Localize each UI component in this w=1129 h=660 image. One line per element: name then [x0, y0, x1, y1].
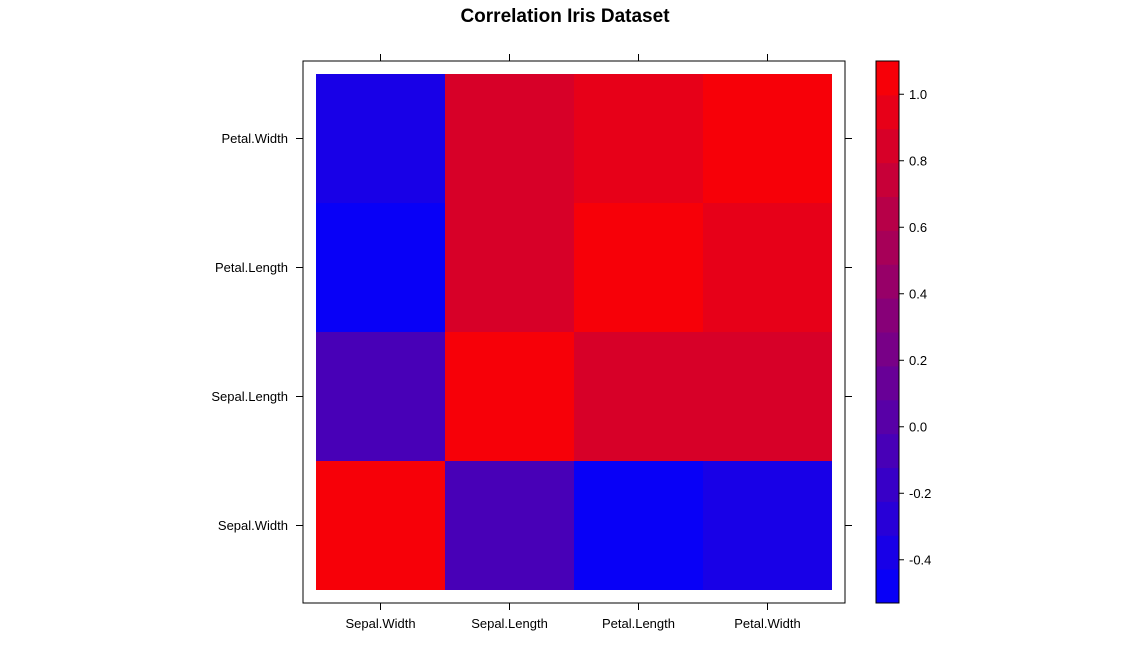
x-axis: Sepal.Width Sepal.Length Petal.Length Petal…: [345, 54, 801, 631]
x-tick-label: Petal.Width: [734, 616, 800, 631]
plot-frame: [302, 60, 846, 604]
heatmap-cell-petal-width-petal-width: [703, 74, 832, 203]
colorbar-band: [876, 162, 899, 197]
heatmap-cell-sepal-width-petal-width: [703, 461, 832, 590]
colorbar-tick-label: -0.2: [909, 486, 931, 501]
colorbar-band: [876, 196, 899, 231]
y-tick-label: Sepal.Length: [211, 389, 288, 404]
heatmap-cell-petal-width-petal-length: [574, 74, 703, 203]
y-tick-label: Sepal.Width: [218, 518, 288, 533]
x-tick-label: Petal.Length: [602, 616, 675, 631]
colorbar-band: [876, 128, 899, 164]
colorbar-band: [876, 264, 899, 299]
heatmap-cell-sepal-length-petal-width: [703, 332, 832, 461]
y-tick-label: Petal.Length: [215, 260, 288, 275]
colorbar-band: [876, 230, 899, 265]
colorbar-frame: [875, 60, 900, 604]
heatmap-cell-sepal-length-sepal-width: [316, 332, 445, 461]
heatmap-cell-sepal-width-petal-length: [574, 461, 703, 590]
heatmap-cell-petal-width-sepal-length: [445, 74, 574, 203]
colorbar-band: [876, 399, 899, 435]
colorbar-band: [876, 94, 899, 130]
heatmap-cells: [316, 74, 832, 590]
colorbar-tick-label: 0.0: [909, 419, 927, 434]
colorbar-band: [876, 298, 899, 333]
colorbar-band: [876, 501, 899, 536]
heatmap-cell-petal-length-sepal-width: [316, 203, 445, 332]
heatmap-cell-sepal-width-sepal-length: [445, 461, 574, 590]
colorbar-band: [876, 467, 899, 502]
chart-title: Correlation Iris Dataset: [460, 6, 670, 27]
heatmap-cell-petal-width-sepal-width: [316, 74, 445, 203]
heatmap-cell-petal-length-sepal-length: [445, 203, 574, 332]
colorbar-tick-label: 0.2: [909, 353, 927, 368]
colorbar-band: [876, 433, 899, 468]
colorbar-tick-label: 0.4: [909, 286, 927, 301]
colorbar-tick-label: 1.0: [909, 87, 927, 102]
colorbar-band: [876, 332, 899, 367]
heatmap-cell-sepal-length-sepal-length: [445, 332, 574, 461]
x-tick-label: Sepal.Width: [345, 616, 415, 631]
heatmap-cell-petal-length-petal-length: [574, 203, 703, 332]
colorbar-tick-label: -0.4: [909, 552, 931, 567]
colorbar: -0.4 -0.2 0.0 0.2 0.4 0.6 0.8 1.0: [875, 60, 931, 604]
colorbar-band: [876, 569, 899, 604]
heatmap-cell-sepal-length-petal-length: [574, 332, 703, 461]
heatmap-cell-petal-length-petal-width: [703, 203, 832, 332]
y-axis: Sepal.Width Sepal.Length Petal.Length Petal…: [211, 131, 852, 533]
heatmap-cell-sepal-width-sepal-width: [316, 461, 445, 590]
y-tick-label: Petal.Width: [222, 131, 288, 146]
colorbar-band: [876, 535, 899, 570]
colorbar-band: [876, 365, 899, 401]
x-tick-label: Sepal.Length: [471, 616, 548, 631]
colorbar-tick-label: 0.8: [909, 153, 927, 168]
colorbar-tick-label: 0.6: [909, 220, 927, 235]
colorbar-band: [876, 61, 899, 96]
